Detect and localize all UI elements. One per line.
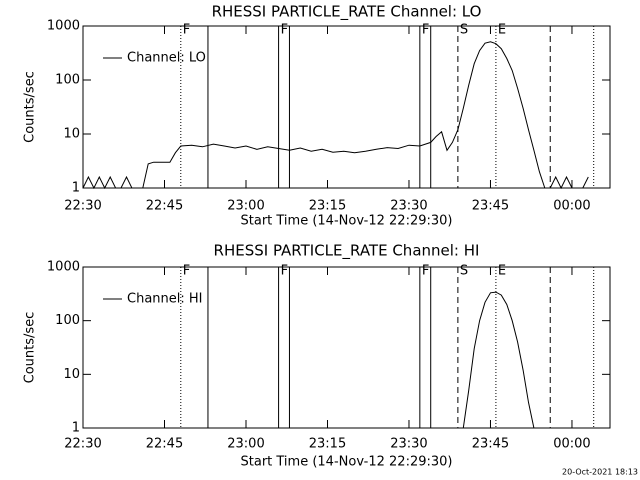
x-tick-label: 22:30 xyxy=(64,437,101,452)
x-tick-label: 22:45 xyxy=(146,437,183,452)
event-label: F xyxy=(422,23,429,38)
y-tick-label: 1000 xyxy=(47,19,80,34)
plot-frame xyxy=(82,25,611,189)
event-label: E xyxy=(498,23,506,38)
y-tick-label: 1 xyxy=(72,421,80,436)
chart-title: RHESSI PARTICLE_RATE Channel: HI xyxy=(214,242,480,261)
legend-label: Channel: HI xyxy=(127,292,203,307)
x-tick-label: 23:30 xyxy=(390,437,427,452)
y-axis-label: Counts/sec xyxy=(23,312,38,384)
x-tick-label: 23:45 xyxy=(472,199,509,214)
event-label: S xyxy=(460,264,468,279)
y-tick-label: 1 xyxy=(72,181,80,196)
x-tick-label: 23:30 xyxy=(390,199,427,214)
event-label: F xyxy=(422,264,429,279)
x-tick-label: 23:00 xyxy=(227,437,264,452)
data-line xyxy=(462,291,535,429)
event-label: F xyxy=(183,23,190,38)
x-axis-label: Start Time (14-Nov-12 22:29:30) xyxy=(241,214,453,229)
legend-label: Channel: LO xyxy=(127,51,206,66)
event-label: F xyxy=(281,264,288,279)
x-axis-label: Start Time (14-Nov-12 22:29:30) xyxy=(241,455,453,470)
chart-title: RHESSI PARTICLE_RATE Channel: LO xyxy=(212,3,482,22)
data-line xyxy=(82,41,589,190)
event-label: S xyxy=(460,23,468,38)
y-tick-label: 1000 xyxy=(47,260,80,275)
y-tick-label: 100 xyxy=(55,73,80,88)
x-tick-label: 22:30 xyxy=(64,199,101,214)
y-tick-label: 100 xyxy=(55,313,80,328)
event-label: F xyxy=(281,23,288,38)
footer: 20-Oct-2021 18:13 xyxy=(562,468,638,477)
x-tick-label: 23:15 xyxy=(309,437,346,452)
x-tick-label: 00:00 xyxy=(553,437,590,452)
y-tick-label: 10 xyxy=(63,367,80,382)
x-tick-label: 23:15 xyxy=(309,199,346,214)
event-label: E xyxy=(498,264,506,279)
x-tick-label: 22:45 xyxy=(146,199,183,214)
plot-frame xyxy=(82,266,611,429)
x-tick-label: 23:00 xyxy=(227,199,264,214)
y-tick-label: 10 xyxy=(63,127,80,142)
event-label: F xyxy=(183,264,190,279)
x-tick-label: 00:00 xyxy=(553,199,590,214)
x-tick-label: 23:45 xyxy=(472,437,509,452)
y-axis-label: Counts/sec xyxy=(23,71,38,143)
